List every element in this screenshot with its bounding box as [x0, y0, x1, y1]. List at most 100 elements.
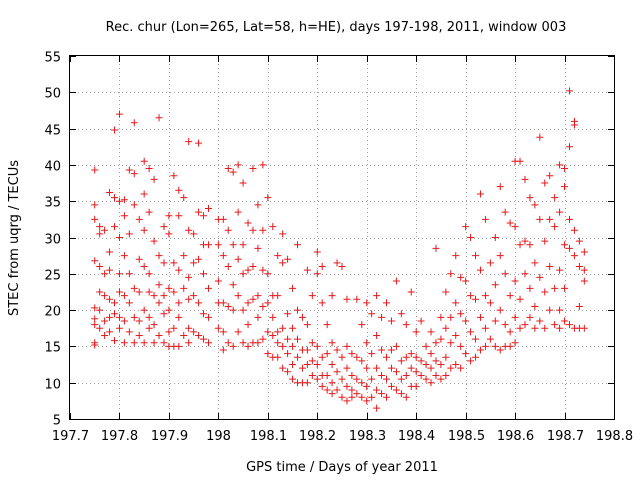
y-axis-label: STEC from uqrg / TECUs — [7, 160, 22, 316]
data-point — [392, 277, 400, 285]
data-point — [457, 342, 465, 350]
grid-lines — [70, 56, 614, 419]
data-point — [180, 284, 188, 292]
data-point — [333, 259, 341, 267]
data-point — [383, 353, 391, 361]
data-point — [106, 266, 114, 274]
data-point — [392, 368, 400, 376]
data-point — [204, 339, 212, 347]
data-point — [467, 292, 475, 300]
data-point — [353, 390, 361, 398]
data-point — [165, 328, 173, 336]
data-point — [284, 310, 292, 318]
data-point — [125, 166, 133, 174]
data-point — [249, 295, 257, 303]
data-point — [101, 317, 109, 325]
data-point — [274, 292, 282, 300]
data-point — [526, 284, 534, 292]
data-point — [185, 295, 193, 303]
data-point — [120, 339, 128, 347]
data-point — [249, 165, 257, 173]
data-point — [106, 188, 114, 196]
data-point — [91, 201, 99, 209]
data-point — [111, 299, 119, 307]
data-point — [521, 237, 529, 245]
data-point — [274, 252, 282, 260]
data-point — [298, 364, 306, 372]
data-point — [293, 353, 301, 361]
data-point — [407, 364, 415, 372]
data-point — [120, 292, 128, 300]
data-point — [536, 317, 544, 325]
data-point — [338, 375, 346, 383]
data-point — [397, 357, 405, 365]
data-point — [180, 332, 188, 340]
y-tick-label: 40 — [44, 160, 61, 175]
data-point — [501, 321, 509, 329]
data-point — [427, 364, 435, 372]
data-point — [541, 288, 549, 296]
data-point — [155, 281, 163, 289]
data-point — [96, 223, 104, 231]
data-point — [303, 361, 311, 369]
data-point — [432, 371, 440, 379]
data-point — [496, 306, 504, 314]
data-point — [561, 284, 569, 292]
data-point — [229, 281, 237, 289]
data-point — [496, 346, 504, 354]
data-point — [239, 241, 247, 249]
data-point — [229, 241, 237, 249]
axis-ticks: 197.7 197.8 197.9 198 198.1 198.2 198.3 198.4 19… — [44, 51, 633, 445]
data-point — [106, 248, 114, 256]
data-point — [531, 324, 539, 332]
data-point — [219, 328, 227, 336]
data-point — [556, 266, 564, 274]
data-point — [427, 328, 435, 336]
data-point — [140, 157, 148, 165]
data-point — [506, 342, 514, 350]
data-point — [476, 346, 484, 354]
x-tick-label: 198.5 — [448, 429, 485, 444]
data-point — [526, 194, 534, 202]
data-point — [575, 263, 583, 271]
data-point — [175, 266, 183, 274]
data-point — [417, 317, 425, 325]
data-point — [338, 393, 346, 401]
data-point — [546, 263, 554, 271]
data-point — [402, 393, 410, 401]
data-point — [551, 284, 559, 292]
data-point — [422, 375, 430, 383]
data-point — [229, 306, 237, 314]
data-point — [224, 302, 232, 310]
data-point — [185, 226, 193, 234]
data-point — [318, 382, 326, 390]
x-tick-label: 198.2 — [299, 429, 336, 444]
data-point — [289, 324, 297, 332]
data-point — [264, 299, 272, 307]
data-point — [383, 393, 391, 401]
data-point — [259, 335, 267, 343]
data-point — [160, 310, 168, 318]
data-point — [323, 371, 331, 379]
data-points — [91, 87, 588, 412]
data-point — [506, 328, 514, 336]
data-point — [293, 306, 301, 314]
data-point — [313, 375, 321, 383]
data-point — [343, 364, 351, 372]
y-tick-label: 15 — [44, 341, 61, 356]
data-point — [224, 165, 232, 173]
data-point — [200, 335, 208, 343]
data-point — [328, 379, 336, 387]
data-point — [546, 306, 554, 314]
data-point — [476, 190, 484, 198]
data-point — [363, 339, 371, 347]
data-point — [472, 353, 480, 361]
data-point — [101, 270, 109, 278]
data-point — [476, 266, 484, 274]
data-point — [269, 313, 277, 321]
data-point — [323, 350, 331, 358]
data-point — [111, 223, 119, 231]
data-point — [145, 165, 153, 173]
data-point — [486, 299, 494, 307]
